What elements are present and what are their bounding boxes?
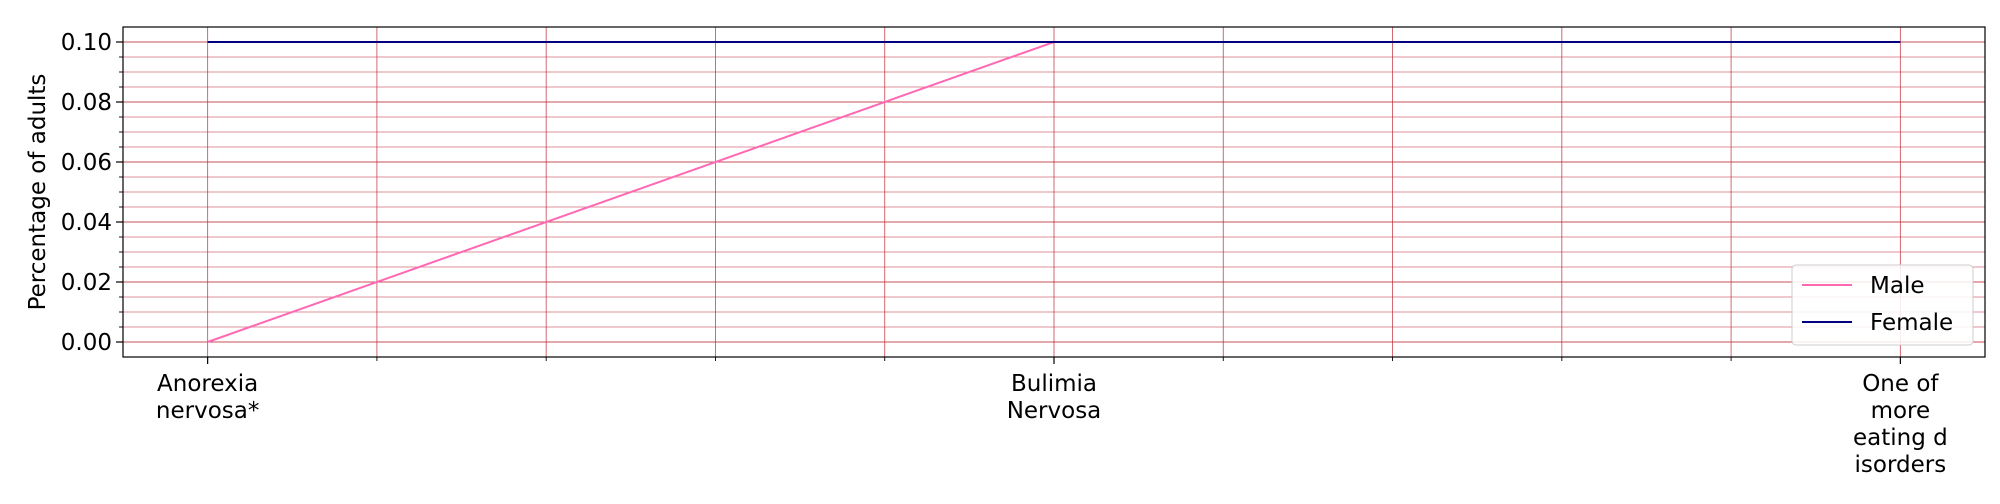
x-tick-label-line: Bulimia — [1011, 371, 1097, 397]
legend-label-female: Female — [1870, 310, 1953, 336]
x-axis: Anorexia nervosa* Bulimia Nervosa One of more… — [156, 357, 1948, 478]
series-layer — [206, 41, 1901, 343]
data-point-female — [206, 41, 208, 43]
data-point-female — [1899, 41, 1901, 43]
y-tick-label: 0.04 — [61, 210, 112, 236]
y-tick-label: 0.10 — [61, 30, 112, 56]
y-axis: 0.00 0.02 0.04 0.06 0.08 0.10 — [61, 30, 123, 356]
x-tick-label-line: Nervosa — [1007, 398, 1102, 424]
data-point-female — [1053, 41, 1055, 43]
x-tick-label-line: more — [1871, 398, 1931, 424]
x-tick-label-line: nervosa* — [156, 398, 259, 424]
x-tick-label-line: eating d — [1853, 425, 1948, 451]
x-tick-label: One of more eating d isorders — [1853, 371, 1948, 478]
y-axis-label: Percentage of adults — [25, 74, 51, 311]
y-tick-label: 0.02 — [61, 270, 112, 296]
y-tick-label: 0.00 — [61, 330, 112, 356]
legend-label-male: Male — [1870, 273, 1924, 299]
data-point-male — [206, 341, 208, 343]
x-tick-label-line: Anorexia — [157, 371, 258, 397]
x-tick-label-line: isorders — [1855, 452, 1947, 478]
legend: Male Female — [1791, 264, 1974, 346]
y-tick-label: 0.06 — [61, 150, 112, 176]
x-tick-label-line: One of — [1862, 371, 1939, 397]
y-tick-label: 0.08 — [61, 90, 112, 116]
x-tick-label: Bulimia Nervosa — [1007, 371, 1102, 424]
x-tick-label: Anorexia nervosa* — [156, 371, 259, 424]
grid-layer — [123, 27, 1985, 357]
